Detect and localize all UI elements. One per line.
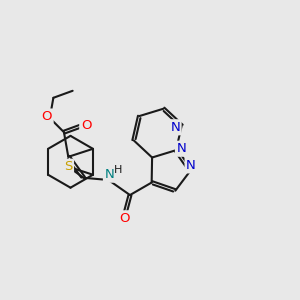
Text: N: N [170,121,180,134]
Text: N: N [176,142,186,155]
Text: S: S [64,160,73,173]
Text: O: O [120,212,130,225]
Text: O: O [42,110,52,123]
Text: N: N [104,168,114,181]
Text: H: H [114,165,122,175]
Text: N: N [186,159,196,172]
Text: O: O [81,119,91,132]
